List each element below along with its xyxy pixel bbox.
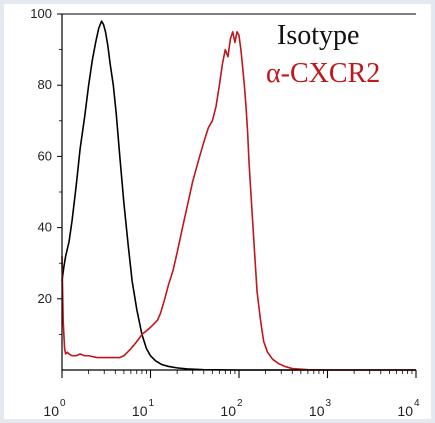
x-tick-label-exponent: 2 [237,398,243,409]
x-tick-label-exponent: 3 [326,398,332,409]
y-tick-label: 20 [38,291,52,306]
y-tick-label: 100 [30,6,52,21]
legend-entry-cxcr2: α-CXCR2 [266,58,380,89]
y-tick-label: 80 [38,77,52,92]
series-line-isotype [61,20,416,371]
x-tick-label-exponent: 0 [60,398,66,409]
x-tick-label-base: 10 [132,403,148,419]
x-tick-label-base: 10 [220,403,236,419]
series-line-cxcr2 [61,31,416,371]
y-tick-label: 40 [38,220,52,235]
x-tick-label-base: 10 [397,403,413,419]
legend-entry-isotype: Isotype [277,20,359,51]
legend: Isotype α-CXCR2 [266,20,380,89]
chart-panel [4,4,431,419]
y-tick-label: 60 [38,148,52,163]
plot-area [61,20,416,371]
x-tick-label-base: 10 [309,403,325,419]
x-tick-label-exponent: 1 [149,398,155,409]
x-tick-label-exponent: 4 [414,398,420,409]
x-tick-label-base: 10 [43,403,59,419]
